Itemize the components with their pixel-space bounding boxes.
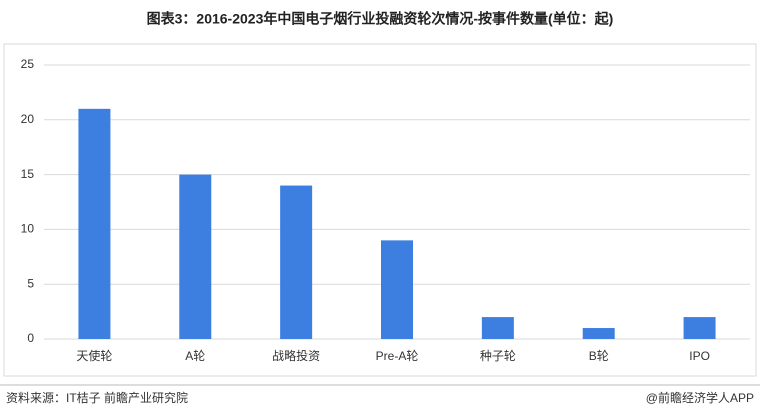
y-tick-label: 25 bbox=[21, 57, 35, 71]
bar bbox=[280, 185, 313, 339]
source: 资料来源：IT桔子 前瞻产业研究院 bbox=[6, 390, 188, 405]
x-tick-label: IPO bbox=[689, 349, 710, 363]
credit: @前瞻经济学人APP bbox=[646, 390, 754, 405]
y-tick-label: 5 bbox=[27, 276, 34, 290]
chart-frame bbox=[3, 43, 757, 377]
bar bbox=[481, 317, 514, 339]
bar bbox=[582, 328, 615, 339]
x-tick-label: 天使轮 bbox=[76, 348, 112, 363]
y-tick-label: 0 bbox=[27, 331, 34, 345]
bar bbox=[381, 240, 413, 339]
bar bbox=[179, 174, 212, 339]
x-tick-label: 战略投资 bbox=[272, 348, 320, 363]
x-tick-label: A轮 bbox=[185, 349, 205, 363]
y-tick-label: 20 bbox=[21, 112, 35, 126]
y-tick-label: 10 bbox=[21, 222, 35, 236]
x-tick-label: B轮 bbox=[589, 349, 609, 363]
chart-title: 图表3：2016-2023年中国电子烟行业投融资轮次情况-按事件数量(单位：起) bbox=[147, 11, 614, 27]
bar bbox=[683, 317, 716, 339]
bar bbox=[78, 108, 111, 339]
x-tick-label: 种子轮 bbox=[480, 349, 516, 363]
y-tick-label: 15 bbox=[21, 167, 35, 181]
x-tick-label: Pre-A轮 bbox=[376, 349, 419, 363]
